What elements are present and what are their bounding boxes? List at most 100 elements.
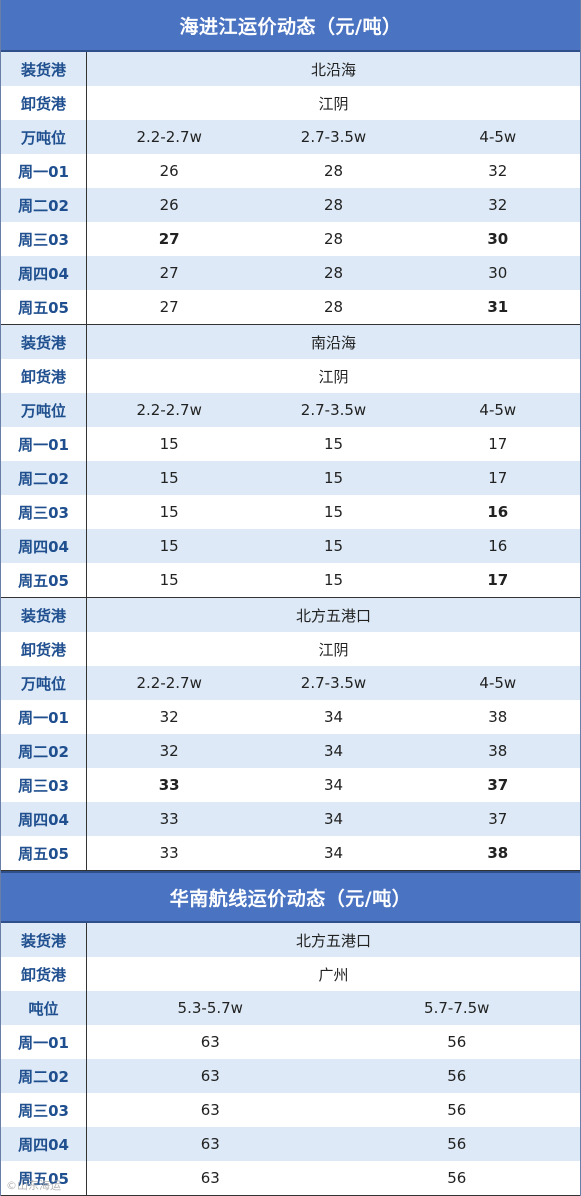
rate-cell: 34	[323, 742, 344, 760]
row-label: 周四04	[1, 1127, 87, 1161]
rate-cell: 32	[488, 196, 508, 214]
row-cells: 27 28 31	[87, 290, 580, 324]
rate-cell: 38	[488, 742, 508, 760]
unloading-port-row: 卸货港 江阴	[1, 359, 580, 393]
row-label: 万吨位	[1, 666, 87, 700]
day-rate-row: 周二02 26 28 32	[1, 188, 580, 222]
rate-cell: 56	[447, 1033, 467, 1051]
rate-cell: 17	[488, 469, 508, 487]
section-title-south-china: 华南航线运价动态（元/吨）	[1, 871, 580, 923]
row-value: 北方五港口	[295, 606, 371, 625]
day-rate-row: 周一01 63 56	[1, 1025, 580, 1059]
day-rate-row: 周三03 33 34 37	[1, 768, 580, 802]
row-label: 吨位	[1, 991, 87, 1025]
row-cells: 2.2-2.7w 2.7-3.5w 4-5w	[87, 120, 580, 154]
row-label: 周五05	[1, 563, 87, 597]
tonnage-range-cell: 4-5w	[479, 674, 517, 692]
rate-cell: 16	[488, 537, 508, 555]
rate-cell: 33	[158, 776, 180, 794]
row-label: 周四04	[1, 529, 87, 563]
rate-cell: 31	[487, 298, 509, 316]
row-cells: 27 28 30	[87, 256, 580, 290]
rate-cell: 37	[487, 776, 509, 794]
rate-cell: 63	[200, 1135, 220, 1153]
row-cells: 32 34 38	[87, 700, 580, 734]
row-cells: 15 15 17	[87, 563, 580, 597]
row-cells: 63 56	[87, 1025, 580, 1059]
tonnage-range-cell: 5.3-5.7w	[177, 999, 243, 1017]
row-cells: 33 34 37	[87, 802, 580, 836]
rate-cell: 30	[487, 230, 509, 248]
rate-cell: 15	[323, 571, 344, 589]
route-block: 装货港 北方五港口 卸货港 江阴 万吨位 2.2-2.7w 2.7-3.5w 4-5w 周一01…	[1, 598, 580, 871]
row-cells: 2.2-2.7w 2.7-3.5w 4-5w	[87, 666, 580, 700]
tonnage-range-cell: 2.2-2.7w	[136, 128, 202, 146]
rate-cell: 28	[323, 196, 344, 214]
rate-cell: 56	[447, 1101, 467, 1119]
row-cells: 33 34 38	[87, 836, 580, 870]
row-cells: 26 28 32	[87, 154, 580, 188]
rate-cell: 32	[488, 162, 508, 180]
row-label: 卸货港	[1, 957, 87, 991]
rate-cell: 63	[200, 1169, 220, 1187]
rate-cell: 34	[323, 708, 344, 726]
tonnage-range-cell: 2.7-3.5w	[300, 401, 367, 419]
day-rate-row: 周四04 27 28 30	[1, 256, 580, 290]
route-block: 装货港 南沿海 卸货港 江阴 万吨位 2.2-2.7w 2.7-3.5w 4-5w 周一01 15…	[1, 325, 580, 598]
day-rate-row: 周三03 63 56	[1, 1093, 580, 1127]
unloading-port-row: 卸货港 江阴	[1, 86, 580, 120]
rate-cell: 63	[200, 1067, 220, 1085]
row-label: 周三03	[1, 222, 87, 256]
tonnage-range-cell: 2.7-3.5w	[300, 674, 367, 692]
route-block: 装货港 北方五港口 卸货港 广州 吨位 5.3-5.7w 5.7-7.5w 周一01 63 56 周…	[1, 923, 580, 1196]
rate-cell: 26	[159, 196, 179, 214]
row-label: 周五05	[1, 1161, 87, 1195]
rate-cell: 32	[159, 708, 179, 726]
row-label: 周一01	[1, 427, 87, 461]
day-rate-row: 周二02 32 34 38	[1, 734, 580, 768]
row-value: 江阴	[318, 367, 349, 386]
row-label: 装货港	[1, 52, 87, 86]
rate-cell: 27	[159, 298, 179, 316]
rate-cell: 15	[159, 469, 179, 487]
rate-cell: 15	[323, 435, 344, 453]
rate-cell: 34	[323, 810, 344, 828]
loading-port-row: 装货港 南沿海	[1, 325, 580, 359]
river-freight-table: 装货港 北沿海 卸货港 江阴 万吨位 2.2-2.7w 2.7-3.5w 4-5w 周一01 26…	[1, 52, 580, 871]
row-cells: 5.3-5.7w 5.7-7.5w	[87, 991, 580, 1025]
rate-cell: 63	[200, 1033, 220, 1051]
day-rate-row: 周二02 15 15 17	[1, 461, 580, 495]
rate-cell: 34	[323, 844, 344, 862]
row-label: 卸货港	[1, 86, 87, 120]
row-cells: 63 56	[87, 1059, 580, 1093]
row-label: 万吨位	[1, 120, 87, 154]
rate-cell: 27	[158, 230, 180, 248]
row-cells: 15 15 17	[87, 427, 580, 461]
unloading-port-row: 卸货港 广州	[1, 957, 580, 991]
row-label: 卸货港	[1, 632, 87, 666]
rate-cell: 15	[159, 435, 179, 453]
day-rate-row: 周五05 15 15 17	[1, 563, 580, 597]
loading-port-row: 装货港 北沿海	[1, 52, 580, 86]
rate-cell: 28	[323, 264, 344, 282]
rate-cell: 56	[447, 1067, 467, 1085]
unloading-port-row: 卸货港 江阴	[1, 632, 580, 666]
row-value: 江阴	[318, 94, 349, 113]
rate-cell: 27	[159, 264, 179, 282]
rate-cell: 63	[200, 1101, 220, 1119]
row-label: 周二02	[1, 461, 87, 495]
tonnage-header-row: 万吨位 2.2-2.7w 2.7-3.5w 4-5w	[1, 120, 580, 154]
row-label: 周四04	[1, 802, 87, 836]
rate-cell: 15	[323, 469, 344, 487]
row-value: 北沿海	[310, 60, 356, 79]
row-label: 周五05	[1, 836, 87, 870]
south-china-freight-table: 装货港 北方五港口 卸货港 广州 吨位 5.3-5.7w 5.7-7.5w 周一01 63 56 周…	[1, 923, 580, 1196]
row-cells: 15 15 17	[87, 461, 580, 495]
rate-cell: 34	[323, 776, 344, 794]
day-rate-row: 周五05 27 28 31	[1, 290, 580, 324]
tonnage-range-cell: 4-5w	[479, 128, 517, 146]
tonnage-range-cell: 2.2-2.7w	[136, 401, 202, 419]
rate-cell: 56	[447, 1169, 467, 1187]
day-rate-row: 周三03 27 28 30	[1, 222, 580, 256]
